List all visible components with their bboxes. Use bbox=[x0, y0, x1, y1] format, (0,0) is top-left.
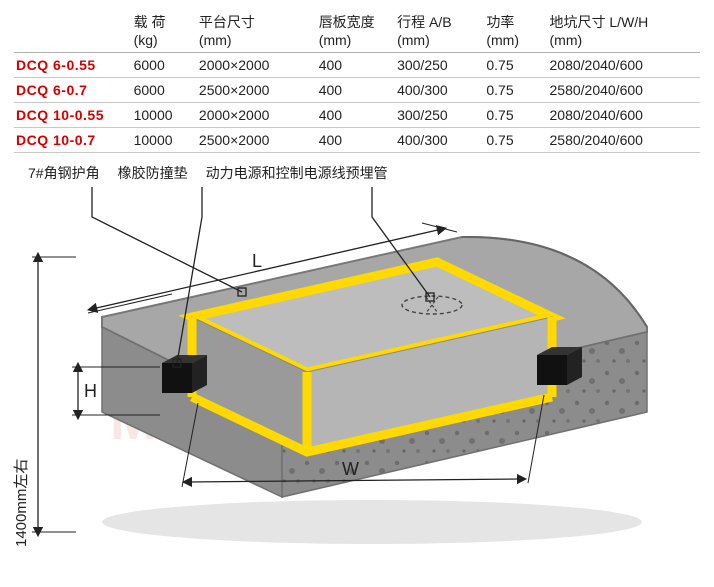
leader-angle-steel bbox=[92, 187, 242, 292]
table-row: DCQ 6-0.760002500×2000400400/3000.752580… bbox=[14, 78, 700, 103]
cell-power: 0.75 bbox=[484, 78, 547, 103]
spec-table-wrap: 载 荷 (kg) 平台尺寸 (mm) 唇板宽度 (mm) 行程 A/B (mm)… bbox=[0, 0, 714, 153]
cell-lip: 400 bbox=[317, 78, 395, 103]
cell-pit: 2080/2040/600 bbox=[548, 103, 701, 128]
cell-stroke: 300/250 bbox=[395, 53, 484, 78]
cell-stroke: 400/300 bbox=[395, 78, 484, 103]
ground-shadow bbox=[102, 500, 642, 544]
hdr-pit: 地坑尺寸 L/W/H (mm) bbox=[548, 8, 701, 53]
cell-load: 10000 bbox=[132, 128, 197, 153]
legend-conduit: 动力电源和控制电源线预埋管 bbox=[206, 163, 388, 183]
cell-model: DCQ 10-0.7 bbox=[14, 128, 132, 153]
pit-diagram: L H W bbox=[32, 187, 692, 577]
hdr-platform: 平台尺寸 (mm) bbox=[197, 8, 317, 53]
dim-H-label: H bbox=[84, 381, 97, 401]
cell-pit: 2080/2040/600 bbox=[548, 53, 701, 78]
cell-stroke: 400/300 bbox=[395, 128, 484, 153]
cell-pit: 2580/2040/600 bbox=[548, 78, 701, 103]
legend-rubber-bumper: 橡胶防撞垫 bbox=[118, 163, 188, 183]
cell-load: 6000 bbox=[132, 53, 197, 78]
cell-stroke: 300/250 bbox=[395, 103, 484, 128]
spec-table: 载 荷 (kg) 平台尺寸 (mm) 唇板宽度 (mm) 行程 A/B (mm)… bbox=[14, 8, 700, 153]
dim-L-label: L bbox=[252, 251, 262, 271]
legend-rubber-bumper-label: 橡胶防撞垫 bbox=[118, 163, 188, 183]
rubber-bumper-left bbox=[162, 355, 207, 393]
cell-load: 6000 bbox=[132, 78, 197, 103]
table-header-row: 载 荷 (kg) 平台尺寸 (mm) 唇板宽度 (mm) 行程 A/B (mm)… bbox=[14, 8, 700, 53]
vertical-dim-label: 1400mm左右 bbox=[10, 459, 31, 547]
hdr-lip-l2: (mm) bbox=[319, 32, 352, 48]
hdr-power: 功率 (mm) bbox=[484, 8, 547, 53]
hdr-lip-l1: 唇板宽度 bbox=[319, 14, 375, 30]
hdr-model bbox=[14, 8, 132, 53]
table-row: DCQ 10-0.55100002000×2000400300/2500.752… bbox=[14, 103, 700, 128]
diagram-area: 明华 MINGHUA 1400mm左右 bbox=[0, 187, 714, 587]
cell-model: DCQ 6-0.55 bbox=[14, 53, 132, 78]
cell-lip: 400 bbox=[317, 103, 395, 128]
legend-row: 7#角钢护角 橡胶防撞垫 动力电源和控制电源线预埋管 bbox=[28, 163, 714, 183]
hdr-stroke: 行程 A/B (mm) bbox=[395, 8, 484, 53]
hdr-stroke-l1: 行程 A/B bbox=[397, 14, 451, 30]
hdr-load: 载 荷 (kg) bbox=[132, 8, 197, 53]
legend-angle-steel-label: 7#角钢护角 bbox=[28, 163, 100, 183]
hdr-power-l2: (mm) bbox=[486, 32, 519, 48]
hdr-load-l1: 载 荷 bbox=[134, 14, 166, 30]
cell-lip: 400 bbox=[317, 53, 395, 78]
legend-angle-steel: 7#角钢护角 bbox=[28, 163, 100, 183]
cell-platform: 2000×2000 bbox=[197, 103, 317, 128]
cell-model: DCQ 10-0.55 bbox=[14, 103, 132, 128]
hdr-load-l2: (kg) bbox=[134, 32, 158, 48]
dim-W-label: W bbox=[342, 459, 359, 479]
hdr-power-l1: 功率 bbox=[486, 14, 514, 30]
cell-power: 0.75 bbox=[484, 53, 547, 78]
legend-conduit-label: 动力电源和控制电源线预埋管 bbox=[206, 163, 388, 183]
hdr-lip: 唇板宽度 (mm) bbox=[317, 8, 395, 53]
cell-power: 0.75 bbox=[484, 103, 547, 128]
cell-load: 10000 bbox=[132, 103, 197, 128]
table-row: DCQ 10-0.7100002500×2000400400/3000.7525… bbox=[14, 128, 700, 153]
hdr-platform-l1: 平台尺寸 bbox=[199, 14, 255, 30]
table-row: DCQ 6-0.5560002000×2000400300/2500.75208… bbox=[14, 53, 700, 78]
hdr-stroke-l2: (mm) bbox=[397, 32, 430, 48]
hdr-pit-l1: 地坑尺寸 L/W/H bbox=[550, 14, 649, 30]
cell-platform: 2500×2000 bbox=[197, 128, 317, 153]
cell-pit: 2580/2040/600 bbox=[548, 128, 701, 153]
cell-power: 0.75 bbox=[484, 128, 547, 153]
cell-model: DCQ 6-0.7 bbox=[14, 78, 132, 103]
cell-platform: 2000×2000 bbox=[197, 53, 317, 78]
hdr-platform-l2: (mm) bbox=[199, 32, 232, 48]
cell-platform: 2500×2000 bbox=[197, 78, 317, 103]
cell-lip: 400 bbox=[317, 128, 395, 153]
hdr-pit-l2: (mm) bbox=[550, 32, 583, 48]
rubber-bumper-right bbox=[537, 347, 582, 385]
